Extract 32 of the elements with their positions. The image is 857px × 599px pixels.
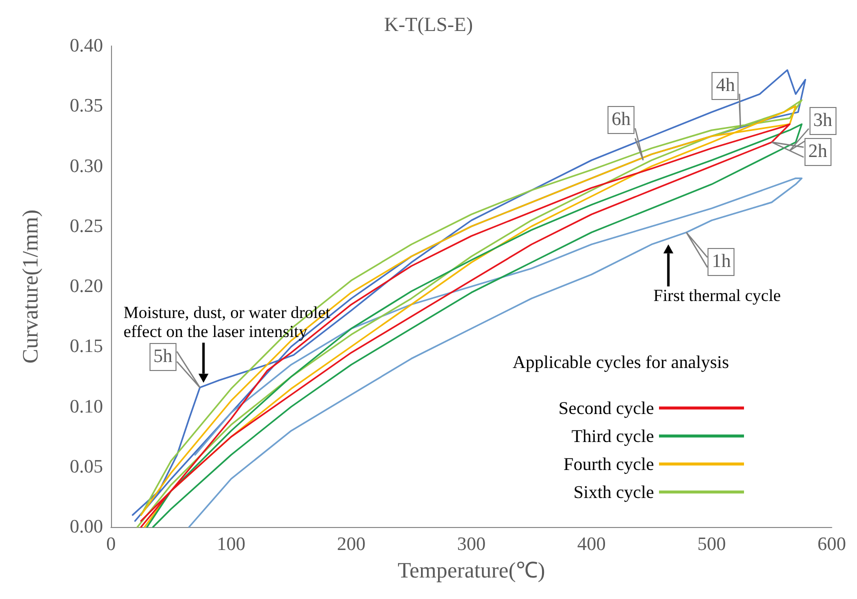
y-tick-label: 0.05 <box>70 456 103 478</box>
legend-label: Fourth cycle <box>564 454 654 474</box>
x-axis-title: Temperature(℃) <box>398 558 546 582</box>
annotation: 5h <box>149 342 176 370</box>
legend-label: Second cycle <box>558 398 654 418</box>
annotation: 1h <box>708 248 735 276</box>
y-tick-label: 0.40 <box>70 36 103 56</box>
y-tick-label: 0.00 <box>70 516 103 538</box>
y-tick-label: 0.30 <box>70 156 103 177</box>
x-tick-label: 300 <box>457 534 486 555</box>
annotation: 2h <box>804 138 832 166</box>
x-tick-label: 0 <box>106 534 116 555</box>
y-tick-label: 0.35 <box>70 96 103 117</box>
y-tick-label: 0.15 <box>70 336 103 358</box>
x-tick-label: 100 <box>216 534 246 555</box>
y-axis-title: Curvature(1/mm) <box>18 210 42 364</box>
y-tick-label: 0.20 <box>70 276 103 297</box>
annotation: First thermal cycle <box>653 286 781 306</box>
y-tick-label: 0.10 <box>70 396 103 418</box>
x-tick-label: 400 <box>577 534 606 555</box>
annotation: 3h <box>809 106 836 135</box>
x-tick-label: 200 <box>337 534 366 555</box>
y-tick-label: 0.25 <box>70 216 103 237</box>
annotation: 6h <box>608 106 635 134</box>
x-tick-label: 600 <box>818 534 846 555</box>
line-series <box>188 177 803 528</box>
x-tick-label: 500 <box>697 534 726 555</box>
legend-label: Third cycle <box>572 426 654 446</box>
legend-title: Applicable cycles for analysis <box>512 352 729 372</box>
chart-title: K-T(LS-E) <box>384 14 473 36</box>
legend-label: Sixth cycle <box>574 482 654 502</box>
annotation: 4h <box>712 72 739 100</box>
